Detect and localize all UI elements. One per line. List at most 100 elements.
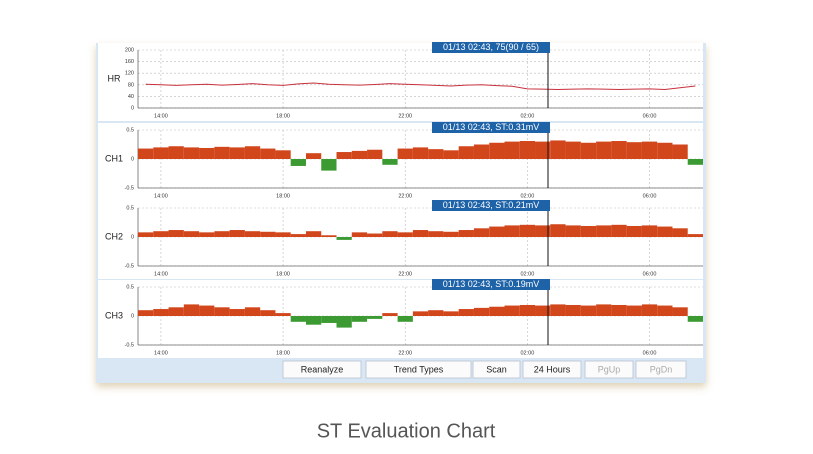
st-bar [244, 307, 261, 316]
st-bar [626, 305, 642, 316]
st-bar [290, 316, 306, 322]
channel-label: CH2 [105, 231, 123, 241]
y-tick-label: 0.5 [126, 284, 134, 290]
x-tick-label: 14:00 [154, 350, 168, 356]
st-bar [275, 150, 291, 159]
y-tick-label: 0.5 [126, 205, 134, 211]
x-tick-label: 22:00 [398, 271, 412, 277]
st-bar [183, 231, 200, 237]
st-bar [382, 231, 398, 237]
st-bar [580, 225, 597, 237]
cursor-label-box [432, 279, 550, 290]
st-bar [367, 316, 383, 319]
st-bar [260, 310, 276, 316]
x-tick-label: 22:00 [398, 193, 412, 199]
st-bar [519, 141, 536, 159]
y-tick-label: -0.5 [125, 342, 134, 348]
st-bar [321, 159, 337, 171]
st-bar [412, 311, 429, 316]
st-bar [687, 316, 703, 322]
st-bar [596, 304, 612, 316]
x-tick-label: 14:00 [154, 113, 168, 119]
st-bar [489, 226, 505, 237]
st-bar [183, 304, 200, 316]
button-label: PgUp [598, 364, 621, 374]
st-bar [657, 226, 673, 237]
caption: ST Evaluation Chart [317, 420, 496, 442]
x-tick-label: 06:00 [643, 193, 657, 199]
x-tick-label: 02:00 [521, 113, 535, 119]
st-bar [443, 150, 459, 159]
button-label: 24 Hours [534, 364, 571, 374]
st-bar [550, 140, 566, 159]
channel-label: HR [108, 73, 121, 83]
button[interactable]: Trend Types [365, 360, 472, 379]
st-bar [519, 224, 536, 237]
st-bar [382, 159, 398, 165]
y-tick-label: 120 [125, 71, 134, 77]
st-bar [611, 304, 627, 316]
st-bar [183, 147, 200, 159]
st-bar [199, 232, 215, 237]
channel-label: CH1 [105, 153, 123, 163]
st-bar [153, 231, 169, 237]
st-bar [473, 307, 490, 316]
st-bar [214, 146, 230, 159]
button-label: Trend Types [394, 364, 444, 374]
st-bar [443, 311, 459, 316]
st-bar [473, 228, 490, 237]
st-bar [138, 232, 154, 237]
cursor-label-box [432, 122, 550, 133]
x-tick-label: 18:00 [276, 271, 290, 277]
st-bar [351, 150, 368, 159]
x-tick-label: 22:00 [398, 113, 412, 119]
hr-line [145, 82, 696, 90]
st-bar [138, 310, 154, 316]
st-bar [672, 307, 688, 316]
x-tick-label: 02:00 [521, 350, 535, 356]
button[interactable]: Reanalyze [282, 360, 362, 379]
button[interactable]: 24 Hours [522, 360, 582, 379]
button[interactable]: Scan [472, 360, 521, 379]
button: PgDn [635, 360, 687, 379]
x-tick-label: 18:00 [276, 113, 290, 119]
st-bar [275, 232, 291, 237]
st-bar [535, 305, 551, 316]
st-bar [199, 305, 215, 316]
st-bar [336, 237, 352, 240]
st-bar [214, 231, 230, 237]
st-bar [397, 232, 413, 237]
st-bar [657, 142, 673, 159]
st-bar [550, 304, 566, 316]
st-bar [458, 146, 474, 159]
st-bar [229, 309, 245, 316]
x-tick-label: 18:00 [276, 350, 290, 356]
st-bar [458, 230, 474, 237]
st-bar [397, 316, 413, 322]
st-bar [565, 141, 581, 159]
st-bar [550, 224, 566, 237]
channel-label: CH3 [105, 310, 123, 320]
y-tick-label: 0 [131, 156, 134, 162]
chart-section [98, 201, 703, 279]
st-bar [428, 149, 444, 159]
st-bar [367, 233, 383, 237]
st-bar [565, 225, 581, 237]
y-tick-label: 160 [125, 59, 134, 65]
x-tick-label: 18:00 [276, 193, 290, 199]
st-bar [489, 142, 505, 159]
st-bar [336, 316, 352, 328]
cursor-label-box [432, 42, 550, 53]
st-bar [473, 144, 490, 159]
x-tick-label: 06:00 [643, 113, 657, 119]
x-tick-label: 14:00 [154, 193, 168, 199]
cursor-label: 01/13 02:43, ST:0.21mV [443, 200, 540, 210]
st-bar [199, 147, 215, 159]
st-bar [672, 144, 688, 159]
x-tick-label: 06:00 [643, 271, 657, 277]
st-bar [596, 225, 612, 237]
y-tick-label: 200 [125, 47, 134, 53]
st-bar [244, 231, 261, 237]
y-tick-label: 40 [128, 94, 134, 100]
